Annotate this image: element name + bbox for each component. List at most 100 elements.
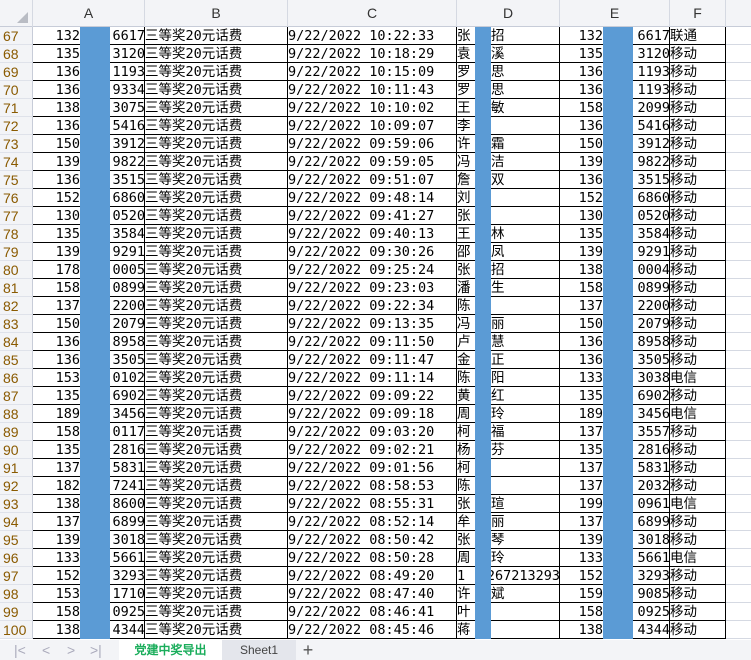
cell-d-rest[interactable]: [491, 603, 560, 621]
cell-a-prefix[interactable]: 136: [33, 81, 80, 99]
cell-d-rest[interactable]: 霜: [491, 135, 560, 153]
cell-b-prize[interactable]: 三等奖20元话费: [145, 567, 288, 585]
cell-a-suffix[interactable]: 0005: [110, 261, 145, 279]
row-number[interactable]: 78: [0, 225, 33, 243]
cell-c-time[interactable]: 9/22/2022 09:11:50: [288, 333, 457, 351]
cell-e-prefix[interactable]: 139: [560, 153, 603, 171]
cell-b-prize[interactable]: 三等奖20元话费: [145, 27, 288, 45]
cell-e-prefix[interactable]: 137: [560, 513, 603, 531]
cell-d-rest[interactable]: 玲: [491, 549, 560, 567]
cell-c-time[interactable]: 9/22/2022 09:01:56: [288, 459, 457, 477]
cell-d-rest[interactable]: 林: [491, 225, 560, 243]
cell-a-suffix[interactable]: 9334: [110, 81, 145, 99]
cell-b-prize[interactable]: 三等奖20元话费: [145, 549, 288, 567]
cell-e-prefix[interactable]: 136: [560, 117, 603, 135]
cell-d-surname[interactable]: 许: [457, 585, 475, 603]
cell-b-prize[interactable]: 三等奖20元话费: [145, 477, 288, 495]
cell-d-surname[interactable]: 周: [457, 405, 475, 423]
cell-e-suffix[interactable]: 3293: [633, 567, 670, 585]
cell-c-time[interactable]: 9/22/2022 10:10:02: [288, 99, 457, 117]
cell-a-prefix[interactable]: 158: [33, 423, 80, 441]
cell-e-prefix[interactable]: 158: [560, 603, 603, 621]
cell-e-prefix[interactable]: 158: [560, 99, 603, 117]
cell-d-rest[interactable]: 瑄: [491, 495, 560, 513]
cell-c-time[interactable]: 9/22/2022 10:11:43: [288, 81, 457, 99]
cell-b-prize[interactable]: 三等奖20元话费: [145, 495, 288, 513]
cell-c-time[interactable]: 9/22/2022 09:09:18: [288, 405, 457, 423]
cell-f-carrier[interactable]: 移动: [670, 99, 726, 117]
cell-d-rest[interactable]: 洁: [491, 153, 560, 171]
cell-a-prefix[interactable]: 150: [33, 135, 80, 153]
first-sheet-button[interactable]: |<: [14, 642, 26, 658]
column-header-d[interactable]: D: [457, 0, 560, 27]
cell-d-surname[interactable]: 刘: [457, 189, 475, 207]
column-header-c[interactable]: C: [288, 0, 457, 27]
cell-e-suffix[interactable]: 8958: [633, 333, 670, 351]
cell-b-prize[interactable]: 三等奖20元话费: [145, 153, 288, 171]
cell-c-time[interactable]: 9/22/2022 08:49:20: [288, 567, 457, 585]
cell-f-carrier[interactable]: 移动: [670, 333, 726, 351]
row-number[interactable]: 77: [0, 207, 33, 225]
cell-d-rest[interactable]: 思: [491, 63, 560, 81]
cell-b-prize[interactable]: 三等奖20元话费: [145, 99, 288, 117]
cell-f-carrier[interactable]: 电信: [670, 549, 726, 567]
row-number[interactable]: 83: [0, 315, 33, 333]
cell-c-time[interactable]: 9/22/2022 09:59:06: [288, 135, 457, 153]
cell-e-prefix[interactable]: 137: [560, 297, 603, 315]
cell-a-prefix[interactable]: 137: [33, 297, 80, 315]
cell-d-surname[interactable]: 张: [457, 207, 475, 225]
cell-a-prefix[interactable]: 136: [33, 63, 80, 81]
cell-c-time[interactable]: 9/22/2022 08:45:46: [288, 621, 457, 639]
cell-d-surname[interactable]: 张: [457, 495, 475, 513]
row-number[interactable]: 73: [0, 135, 33, 153]
cell-b-prize[interactable]: 三等奖20元话费: [145, 81, 288, 99]
cell-d-surname[interactable]: 黄: [457, 387, 475, 405]
cell-a-suffix[interactable]: 3456: [110, 405, 145, 423]
row-number[interactable]: 98: [0, 585, 33, 603]
cell-a-suffix[interactable]: 3584: [110, 225, 145, 243]
cell-d-rest[interactable]: 芬: [491, 441, 560, 459]
cell-f-carrier[interactable]: 移动: [670, 81, 726, 99]
row-number[interactable]: 93: [0, 495, 33, 513]
cell-f-carrier[interactable]: 移动: [670, 423, 726, 441]
cell-e-prefix[interactable]: 137: [560, 459, 603, 477]
cell-d-surname[interactable]: 冯: [457, 153, 475, 171]
cell-e-suffix[interactable]: 3515: [633, 171, 670, 189]
cell-d-surname[interactable]: 许: [457, 135, 475, 153]
column-header-f[interactable]: F: [670, 0, 726, 27]
cell-d-surname[interactable]: 卢: [457, 333, 475, 351]
cell-c-time[interactable]: 9/22/2022 10:15:09: [288, 63, 457, 81]
cell-f-carrier[interactable]: 移动: [670, 171, 726, 189]
cell-f-carrier[interactable]: 移动: [670, 297, 726, 315]
cell-e-suffix[interactable]: 9085: [633, 585, 670, 603]
cell-e-suffix[interactable]: 0004: [633, 261, 670, 279]
cell-a-prefix[interactable]: 136: [33, 333, 80, 351]
cell-d-surname[interactable]: 张: [457, 261, 475, 279]
cell-e-prefix[interactable]: 138: [560, 621, 603, 639]
cell-d-rest[interactable]: 琴: [491, 531, 560, 549]
row-number[interactable]: 88: [0, 405, 33, 423]
cell-d-rest[interactable]: [491, 297, 560, 315]
cell-a-suffix[interactable]: 7241: [110, 477, 145, 495]
cell-d-surname[interactable]: 王: [457, 99, 475, 117]
row-number[interactable]: 69: [0, 63, 33, 81]
cell-d-rest[interactable]: [491, 117, 560, 135]
row-number[interactable]: 70: [0, 81, 33, 99]
row-number[interactable]: 71: [0, 99, 33, 117]
row-number[interactable]: 95: [0, 531, 33, 549]
cell-a-prefix[interactable]: 158: [33, 603, 80, 621]
cell-b-prize[interactable]: 三等奖20元话费: [145, 297, 288, 315]
cell-a-prefix[interactable]: 139: [33, 153, 80, 171]
row-number[interactable]: 86: [0, 369, 33, 387]
row-number[interactable]: 91: [0, 459, 33, 477]
cell-b-prize[interactable]: 三等奖20元话费: [145, 171, 288, 189]
sheet-tab-sheet1[interactable]: Sheet1: [222, 640, 296, 660]
cell-a-prefix[interactable]: 138: [33, 495, 80, 513]
cell-c-time[interactable]: 9/22/2022 08:52:14: [288, 513, 457, 531]
cell-f-carrier[interactable]: 移动: [670, 621, 726, 639]
cell-e-prefix[interactable]: 189: [560, 405, 603, 423]
cell-a-prefix[interactable]: 189: [33, 405, 80, 423]
add-sheet-button[interactable]: +: [302, 640, 314, 660]
cell-a-prefix[interactable]: 132: [33, 27, 80, 45]
row-number[interactable]: 89: [0, 423, 33, 441]
